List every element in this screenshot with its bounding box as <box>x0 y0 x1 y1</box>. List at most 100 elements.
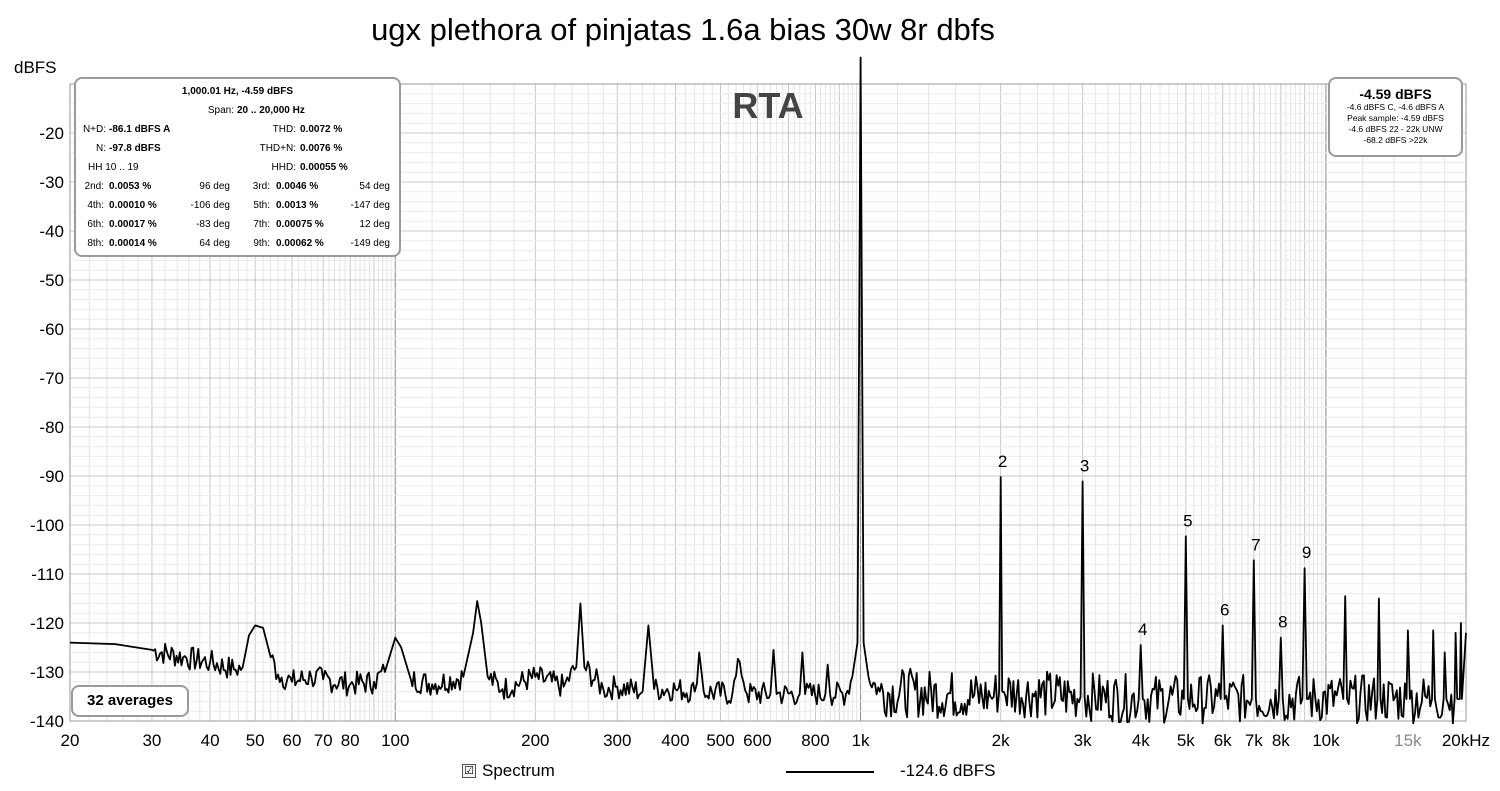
harmonic-v1: 0.0053 % <box>109 181 152 192</box>
span-row: Span: 20 .. 20,000 Hz <box>76 105 399 119</box>
y-axis-label: dBFS <box>14 58 57 77</box>
x-tick-label: 400 <box>661 731 689 750</box>
harmonic-label: 5 <box>1183 511 1192 530</box>
y-tick-label: -130 <box>30 663 64 682</box>
chart-title: ugx plethora of pinjatas 1.6a bias 30w 8… <box>371 12 995 47</box>
x-tick-label: 800 <box>801 731 829 750</box>
thd-label: THD: <box>272 124 296 135</box>
n-label: N: <box>96 143 106 154</box>
harmonic-label: 8 <box>1278 613 1287 632</box>
level-line-1: -4.6 dBFS C, -4.6 dBFS A <box>1346 102 1445 112</box>
harmonic-d1: 64 deg <box>199 238 230 249</box>
harmonic-l1: 6th: <box>87 219 104 230</box>
thdn-label: THD+N: <box>259 143 296 154</box>
x-tick-label: 1k <box>852 731 870 750</box>
hhd-label: HHD: <box>271 162 296 173</box>
harmonic-l2: 7th: <box>253 219 270 230</box>
y-tick-label: -90 <box>39 467 64 486</box>
harmonic-label: 9 <box>1302 543 1311 562</box>
harmonic-d1: -106 deg <box>190 200 230 211</box>
harmonic-v2: 0.0013 % <box>276 200 319 211</box>
span-label: Span: <box>207 105 234 116</box>
harmonic-label: 2 <box>998 452 1007 471</box>
n-row: N: -97.8 dBFS THD+N: 0.0076 % <box>76 143 399 157</box>
thd-value: 0.0072 % <box>300 124 343 135</box>
hhd-row: HH 10 .. 19 HHD: 0.00055 % <box>76 162 399 176</box>
spectrum-trace <box>69 56 1467 725</box>
x-tick-label: 200 <box>521 731 549 750</box>
harmonic-l2: 9th: <box>253 238 270 249</box>
harmonic-v1: 0.00014 % <box>109 238 157 249</box>
harmonic-l1: 4th: <box>87 200 104 211</box>
y-tick-label: -80 <box>39 418 64 437</box>
y-tick-label: -140 <box>30 712 64 731</box>
harmonic-l1: 2nd: <box>84 181 104 192</box>
y-tick-label: -110 <box>31 565 64 584</box>
harmonic-d2: -149 deg <box>350 238 390 249</box>
x-tick-label: 80 <box>341 731 360 750</box>
level-panel: -4.59 dBFS -4.6 dBFS C, -4.6 dBFS A Peak… <box>1328 77 1463 157</box>
x-tick-label: 500 <box>706 731 734 750</box>
harmonic-v1: 0.00010 % <box>109 200 157 211</box>
harmonic-row: 2nd: 0.0053 % 96 deg 3rd: 0.0046 % 54 deg <box>76 181 399 195</box>
harmonic-d2: 54 deg <box>359 181 390 192</box>
n-value: -97.8 dBFS <box>109 143 161 154</box>
harmonic-v1: 0.00017 % <box>109 219 157 230</box>
harmonic-d2: 12 deg <box>359 219 390 230</box>
x-tick-label: 100 <box>381 731 409 750</box>
span-value: 20 .. 20,000 Hz <box>237 105 305 116</box>
x-tick-label: 3k <box>1074 731 1092 750</box>
rta-label: RTA <box>732 85 803 126</box>
x-tick-label: 20kHz <box>1442 731 1490 750</box>
spectrum-checkbox[interactable]: ☑ <box>462 764 476 778</box>
legend-series-name: Spectrum <box>482 761 555 780</box>
thdn-value: 0.0076 % <box>300 143 343 154</box>
harmonic-v2: 0.00062 % <box>276 238 324 249</box>
harmonic-l2: 3rd: <box>252 181 270 192</box>
x-tick-label: 2k <box>992 731 1010 750</box>
x-tick-label: 300 <box>603 731 631 750</box>
harmonic-d1: -83 deg <box>196 219 230 230</box>
level-value: -4.59 dBFS <box>1359 86 1432 102</box>
x-tick-label: 4k <box>1132 731 1150 750</box>
y-tick-label: -30 <box>39 173 64 192</box>
legend-value: -124.6 dBFS <box>900 761 996 780</box>
harmonic-row: 6th: 0.00017 % -83 deg 7th: 0.00075 % 12 deg <box>76 219 399 233</box>
harmonic-v2: 0.0046 % <box>276 181 319 192</box>
x-tick-label: 15k <box>1394 731 1422 750</box>
harmonic-label: 3 <box>1080 456 1089 475</box>
harmonic-l2: 5th: <box>253 200 270 211</box>
stats-header: 1,000.01 Hz, -4.59 dBFS <box>181 86 294 97</box>
x-tick-label: 5k <box>1177 731 1195 750</box>
x-tick-label: 8k <box>1272 731 1290 750</box>
hh-label: HH 10 .. 19 <box>88 162 139 173</box>
nd-value: -86.1 dBFS A <box>109 124 171 135</box>
y-tick-label: -70 <box>39 369 64 388</box>
x-tick-label: 30 <box>142 731 161 750</box>
harmonic-v2: 0.00075 % <box>276 219 324 230</box>
x-tick-label: 7k <box>1245 731 1263 750</box>
y-tick-label: -100 <box>30 516 64 535</box>
harmonic-label: 6 <box>1220 600 1229 619</box>
x-tick-label: 60 <box>283 731 302 750</box>
harmonic-l1: 8th: <box>87 238 104 249</box>
harmonic-row: 8th: 0.00014 % 64 deg 9th: 0.00062 % -149 deg <box>76 238 399 252</box>
x-tick-label: 10k <box>1312 731 1340 750</box>
y-tick-label: -60 <box>39 320 64 339</box>
harmonic-row: 4th: 0.00010 % -106 deg 5th: 0.0013 % -147 de… <box>76 200 399 214</box>
x-tick-label: 6k <box>1214 731 1232 750</box>
y-tick-label: -40 <box>39 222 64 241</box>
nd-label: N+D: <box>82 124 106 135</box>
harmonic-label: 4 <box>1138 620 1147 639</box>
nd-row: N+D: -86.1 dBFS A THD: 0.0072 % <box>76 124 399 138</box>
y-tick-label: -120 <box>30 614 64 633</box>
x-tick-label: 40 <box>201 731 220 750</box>
x-tick-label: 20 <box>61 731 80 750</box>
harmonic-d2: -147 deg <box>350 200 390 211</box>
hhd-value: 0.00055 % <box>300 162 348 173</box>
level-line-2: Peak sample: -4.59 dBFS <box>1347 113 1444 123</box>
level-line-4: -68.2 dBFS >22k <box>1363 135 1428 145</box>
stats-panel: 1,000.01 Hz, -4.59 dBFS Span: 20 .. 20,0… <box>74 77 401 257</box>
x-tick-label: 70 <box>314 731 333 750</box>
